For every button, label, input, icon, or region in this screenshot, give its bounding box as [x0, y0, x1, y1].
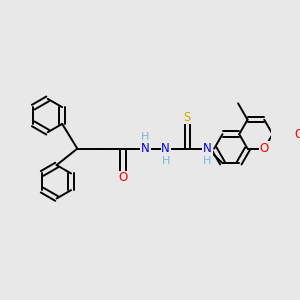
Text: H: H	[161, 156, 170, 166]
Text: N: N	[161, 142, 170, 155]
Text: O: O	[118, 171, 128, 184]
Text: N: N	[203, 142, 212, 155]
Text: N: N	[141, 142, 150, 155]
Text: H: H	[141, 131, 150, 142]
Text: H: H	[203, 156, 212, 166]
Text: O: O	[260, 142, 269, 155]
Text: S: S	[184, 111, 191, 124]
Text: O: O	[294, 128, 300, 141]
